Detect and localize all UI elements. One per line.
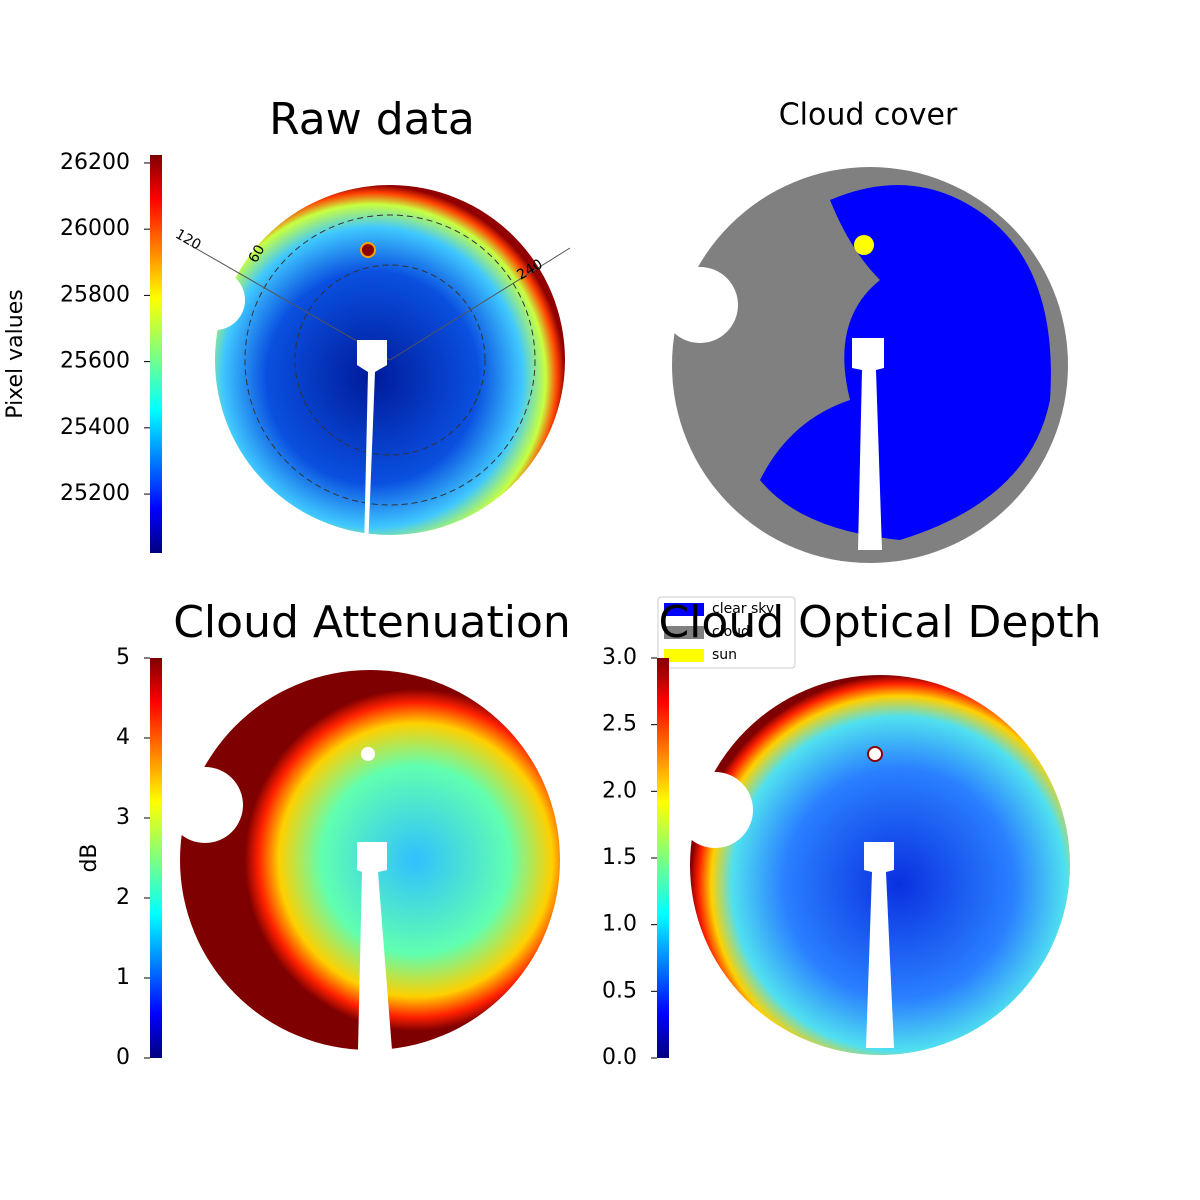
colorbar-tick-label: 26200 (60, 150, 130, 175)
colorbar-tick-label: 0 (116, 1045, 130, 1070)
legend-swatch (664, 649, 704, 662)
polar-label: 120 (172, 226, 203, 253)
colorbar-tick-label: 3 (116, 805, 130, 830)
colorbar-label: Pixel values (3, 289, 28, 418)
colorbar-tick-label: 1 (116, 965, 130, 990)
colorbar-label: dB (77, 843, 102, 872)
colorbar-tick-label: 2.5 (602, 712, 637, 737)
colorbar (150, 155, 162, 553)
legend-label: cloud (712, 624, 750, 640)
optical-depth-image (677, 675, 1070, 1055)
legend-swatch (664, 603, 704, 616)
colorbar-tick-label: 1.0 (602, 912, 637, 937)
panel-title: Cloud Attenuation (173, 597, 571, 648)
colorbar-tick-label: 1.5 (602, 845, 637, 870)
panel-title: Raw data (269, 94, 475, 145)
colorbar-tick-label: 4 (116, 725, 130, 750)
raw-image (185, 185, 571, 550)
colorbar-tick-label: 0.5 (602, 978, 637, 1003)
cloud-cover-image (662, 167, 1068, 563)
panel-title: Cloud cover (779, 98, 958, 133)
polar-label: 60 (246, 242, 269, 265)
colorbar-tick-label: 0.0 (602, 1045, 637, 1070)
colorbar-tick-label: 26000 (60, 216, 130, 241)
colorbar-tick-label: 25800 (60, 282, 130, 307)
colorbar-tick-label: 25400 (60, 415, 130, 440)
colorbar-tick-label: 25600 (60, 349, 130, 374)
colorbar-tick-label: 25200 (60, 481, 130, 506)
colorbar-tick-label: 3.0 (602, 645, 637, 670)
colorbar (150, 658, 162, 1058)
attenuation-image (167, 670, 560, 1050)
colorbar-tick-label: 2 (116, 885, 130, 910)
panel-title: Cloud Optical Depth (658, 597, 1101, 648)
colorbar-tick-label: 5 (116, 645, 130, 670)
legend-label: sun (712, 647, 737, 663)
legend-swatch (664, 626, 704, 639)
colorbar (657, 658, 669, 1058)
legend-label: clear sky (712, 601, 774, 617)
colorbar-tick-label: 2.0 (602, 778, 637, 803)
